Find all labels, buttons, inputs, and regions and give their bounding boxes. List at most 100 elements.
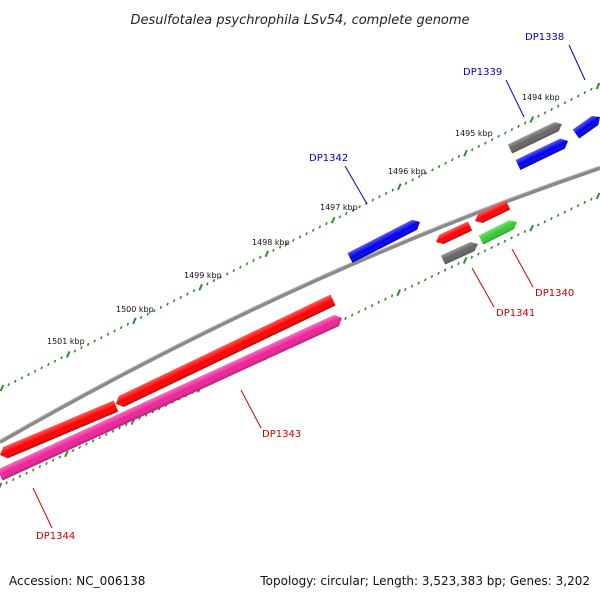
outer-tick-minor [484,141,487,145]
gene-label-dp1342[interactable]: DP1342 [309,153,348,164]
outer-tick-major [529,116,535,123]
inner-tick-minor [497,242,500,246]
tick-label-1498: 1498 kbp [252,238,290,247]
inner-tick-minor [570,207,573,211]
tick-label-1497: 1497 kbp [320,203,358,212]
outer-tick-minor [285,242,289,246]
gene-dp1340[interactable] [473,200,511,226]
outer-tick-minor [139,315,143,320]
outer-tick-minor [510,128,514,132]
outer-tick-minor [106,332,110,336]
inner-tick-minor [556,213,560,217]
gene-label-dp1340[interactable]: DP1340 [535,288,574,299]
outer-tick-minor [60,356,63,360]
inner-tick-major [529,224,534,232]
gene-dp1342[interactable] [347,217,422,263]
inner-tick-minor [138,416,141,420]
inner-tick-minor [85,442,88,446]
outer-tick-minor [490,138,494,142]
outer-tick-minor [417,175,421,179]
gene-grey-a[interactable] [507,119,564,154]
outer-tick-minor [318,225,322,229]
gene-label-dp1343[interactable]: DP1343 [262,429,301,440]
outer-tick-minor [404,181,408,185]
gene-grey-b[interactable] [440,239,480,265]
gene-dp1343[interactable] [113,294,336,410]
inner-tick-minor [470,255,474,259]
outer-tick-minor [543,111,547,115]
inner-tick-minor [483,249,487,253]
outer-tick-minor [258,255,262,259]
outer-tick-minor [583,91,587,95]
outer-tick-minor [358,205,361,209]
outer-tick-minor [225,272,229,276]
outer-tick-minor [424,171,428,175]
inner-tick-major [396,289,401,297]
gene-label-dp1338[interactable]: DP1338 [525,32,564,43]
outer-tick-major [397,183,402,191]
inner-tick-minor [364,307,367,311]
gene-pink[interactable] [0,313,345,481]
inner-tick-minor [417,281,420,285]
gene-label-dp1344[interactable]: DP1344 [36,531,75,542]
gene-dp1344[interactable] [0,400,119,460]
inner-tick-minor [536,223,540,227]
outer-tick-minor [563,101,567,105]
inner-tick-minor [430,274,434,279]
inner-tick-major [0,482,3,489]
gene-leader-lines [32,44,586,529]
outer-tick-minor [186,292,189,296]
outer-tick-minor [325,221,328,226]
leader-dp1339 [505,79,525,118]
gene-dp1341[interactable] [434,221,473,246]
outer-tick-minor [371,198,375,202]
outer-tick-minor [272,248,275,253]
outer-tick-minor [351,208,355,212]
inner-tick-minor [437,271,440,275]
outer-tick-minor [292,238,295,242]
outer-tick-minor [93,339,97,343]
outer-tick-minor [517,124,520,128]
inner-tick-minor [490,245,493,250]
inner-tick-minor [38,465,42,469]
map-title: Desulfotalea psychrophila LSv54, complet… [130,13,469,28]
outer-tick-minor [80,346,83,350]
outer-tick-minor [537,114,540,118]
outer-tick-minor [305,232,308,236]
inner-tick-minor [58,455,62,459]
inner-tick-minor [18,474,22,478]
outer-tick-minor [13,379,17,383]
inner-tick-minor [410,284,414,288]
outer-tick-major [463,149,468,157]
inner-tick-minor [550,216,553,221]
gene-dp1339[interactable] [515,136,571,170]
gene-dp1338[interactable] [572,113,600,139]
tick-label-1495: 1495 kbp [455,129,493,138]
gene-label-dp1341[interactable]: DP1341 [496,308,535,319]
outer-tick-minor [411,178,414,182]
outer-tick-minor [556,104,560,108]
inner-tick-minor [31,468,35,472]
outer-tick-minor [20,376,24,380]
leader-dp1341 [471,267,495,308]
inner-tick-minor [377,300,381,304]
outer-tick-minor [113,329,116,333]
genome-backbone [0,166,600,444]
inner-tick-minor [78,445,82,449]
outer-tick-minor [53,359,57,363]
outer-tick-major [264,250,270,258]
tick-label-1494: 1494 kbp [522,93,560,102]
outer-tick-minor [497,134,500,138]
outer-tick-minor [172,299,176,303]
outer-tick-major [0,384,5,392]
outer-tick-minor [470,148,474,152]
outer-tick-minor [252,258,255,263]
gene-green[interactable] [478,218,519,245]
gene-label-dp1339[interactable]: DP1339 [463,67,502,78]
outer-tick-minor [27,372,30,377]
outer-tick-minor [444,161,447,165]
inner-tick-minor [503,239,507,243]
genome-summary-text: Topology: circular; Length: 3,523,383 bp… [260,574,590,588]
outer-tick-minor [345,211,348,216]
